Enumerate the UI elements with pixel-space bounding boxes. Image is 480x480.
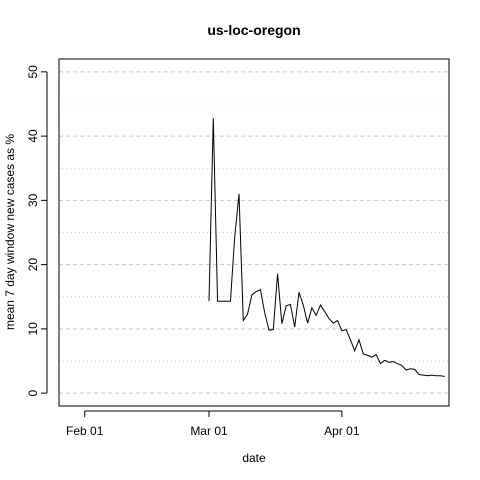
y-tick-label: 40 <box>26 129 40 143</box>
x-tick-label: Feb 01 <box>66 424 104 438</box>
chart-title: us-loc-oregon <box>207 22 300 38</box>
y-tick-label: 0 <box>26 389 40 396</box>
y-tick-label: 30 <box>26 193 40 207</box>
y-axis-label: mean 7 day window new cases as % <box>3 134 17 330</box>
series-line <box>208 118 445 377</box>
y-tick-label: 20 <box>26 258 40 272</box>
x-axis: Feb 01 Mar 01 Apr 01 <box>66 410 360 438</box>
y-tick-label: 10 <box>26 322 40 336</box>
y-tick-label: 50 <box>26 65 40 79</box>
x-axis-label: date <box>242 451 266 465</box>
x-tick-label: Apr 01 <box>324 424 360 438</box>
x-tick-label: Mar 01 <box>190 424 228 438</box>
series-group <box>208 118 445 377</box>
y-axis: 0 10 20 30 40 50 <box>26 65 48 396</box>
grid-lines <box>59 71 449 394</box>
plot-frame <box>58 58 450 407</box>
